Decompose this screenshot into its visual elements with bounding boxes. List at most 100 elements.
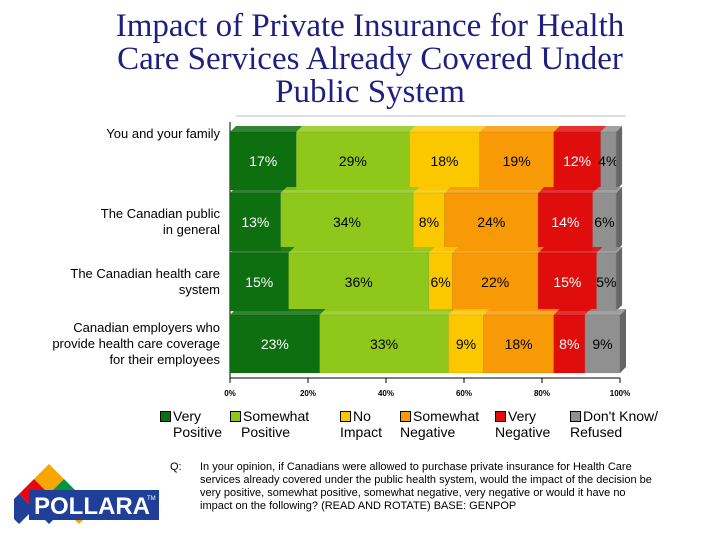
bar-top-face: [230, 126, 303, 132]
bar-segment: [448, 314, 484, 374]
bar-segment: [319, 314, 449, 374]
legend-swatch: [570, 411, 581, 422]
bar-top-face: [592, 187, 623, 193]
category-label: The Canadian health care system: [70, 266, 220, 298]
category-label-line: Canadian employers who: [73, 320, 220, 335]
bar-segment: [409, 131, 480, 191]
bar-side-face: [616, 126, 623, 190]
bar-top-face: [452, 247, 545, 253]
chart-title-line-3: Public System: [275, 74, 465, 110]
bar-segment: [288, 252, 430, 312]
bar-top-face: [600, 126, 623, 132]
data-label: 17%: [249, 153, 277, 169]
bar-top-face: [409, 126, 486, 132]
category-label: The Canadian public in general: [101, 206, 220, 238]
data-label: 6%: [594, 214, 614, 230]
legend-swatch: [340, 411, 351, 422]
data-label: 34%: [333, 214, 361, 230]
bar-top-face: [230, 309, 326, 315]
bar-top-face: [288, 247, 435, 253]
bar-segment: [229, 252, 289, 312]
x-tick-label: 100%: [610, 389, 630, 398]
x-tick-label: 40%: [378, 389, 394, 398]
bar-top-face: [230, 247, 295, 253]
legend-label-line-1: No: [353, 408, 371, 424]
category-label-line: The Canadian health care: [70, 266, 220, 281]
bar-top-face: [538, 187, 599, 193]
data-label: 12%: [563, 153, 591, 169]
data-label: 6%: [430, 274, 450, 290]
bar-side-face: [620, 309, 626, 373]
chart-title-line-2: Care Services Already Covered Under: [117, 41, 623, 77]
data-label: 18%: [505, 336, 533, 352]
bar-segment: [584, 314, 621, 374]
category-label-line: The Canadian public: [100, 206, 220, 221]
data-label: 4%: [598, 153, 618, 169]
data-label: 8%: [559, 336, 579, 352]
category-label-line: for their employees: [109, 352, 220, 367]
category-label-line: in general: [162, 222, 220, 237]
bar-segment: [229, 192, 281, 252]
bar-segment: [483, 314, 554, 374]
legend-label-line-2: Refused: [570, 424, 623, 440]
bar-side-face: [616, 187, 623, 251]
legend-swatch: [400, 411, 411, 422]
legend-label-line-1: Don't Know/: [583, 408, 659, 424]
bar-top-face: [596, 247, 623, 253]
bar-top-face: [230, 187, 287, 193]
category-label: Canadian employers who provide health car…: [52, 320, 220, 368]
data-label: 23%: [261, 336, 289, 352]
bar-top-face: [553, 309, 591, 315]
bar-segment: [229, 314, 320, 374]
bar-top-face: [296, 126, 416, 132]
data-label: 8%: [419, 214, 439, 230]
bar-top-face: [479, 126, 560, 132]
data-label: 9%: [456, 336, 476, 352]
data-label: 14%: [551, 214, 579, 230]
chart-title: Impact of Private Insurance for Health C…: [40, 10, 700, 109]
data-label: 22%: [481, 274, 509, 290]
category-label-line: system: [178, 282, 220, 297]
logo-tm: TM: [147, 496, 156, 502]
logo-text: POLLARA: [34, 493, 150, 520]
data-label: 33%: [370, 336, 398, 352]
question-text: In your opinion, if Canadians were allow…: [200, 461, 652, 512]
chart-title-line-1: Impact of Private Insurance for Health: [115, 8, 625, 44]
bar-top-face: [413, 187, 451, 193]
category-label: You and your family: [106, 126, 220, 142]
bar-side-face: [616, 247, 623, 311]
legend-label-line-1: Somewhat: [243, 408, 310, 424]
bar-segment: [229, 131, 297, 191]
pollara-logo: POLLARA TM: [14, 464, 159, 524]
data-label: 36%: [345, 274, 373, 290]
bar-top-face: [428, 247, 459, 253]
bar-segment: [553, 131, 601, 191]
data-label: 15%: [553, 274, 581, 290]
legend-label-line-2: Impact: [340, 424, 383, 440]
data-label: 13%: [241, 214, 269, 230]
chart-legend: Very Positive Somewhat Positive No Impact Some…: [160, 408, 680, 444]
legend-label-line-2: Positive: [173, 424, 223, 440]
legend-swatch: [230, 411, 241, 422]
data-label: 18%: [430, 153, 458, 169]
x-tick-label: 20%: [300, 389, 316, 398]
data-label: 19%: [503, 153, 531, 169]
data-label: 29%: [339, 153, 367, 169]
legend-swatch: [160, 411, 171, 422]
x-tick-label: 60%: [456, 389, 472, 398]
bar-segment: [479, 131, 554, 191]
question-label: Q:: [170, 461, 182, 473]
bar-top-face: [448, 309, 490, 315]
legend-swatch: [495, 411, 506, 422]
x-tick-label: 0%: [224, 389, 236, 398]
bar-segment: [553, 314, 586, 374]
legend-label-line-1: Somewhat: [413, 408, 480, 424]
legend-label-line-1: Very: [173, 408, 202, 424]
legend-label-line-1: Very: [508, 408, 537, 424]
bar-top-face: [553, 126, 607, 132]
data-label: 9%: [592, 336, 612, 352]
data-label: 15%: [245, 274, 273, 290]
data-label: 5%: [596, 274, 616, 290]
bar-segment: [296, 131, 410, 191]
bar-segment: [280, 192, 414, 252]
